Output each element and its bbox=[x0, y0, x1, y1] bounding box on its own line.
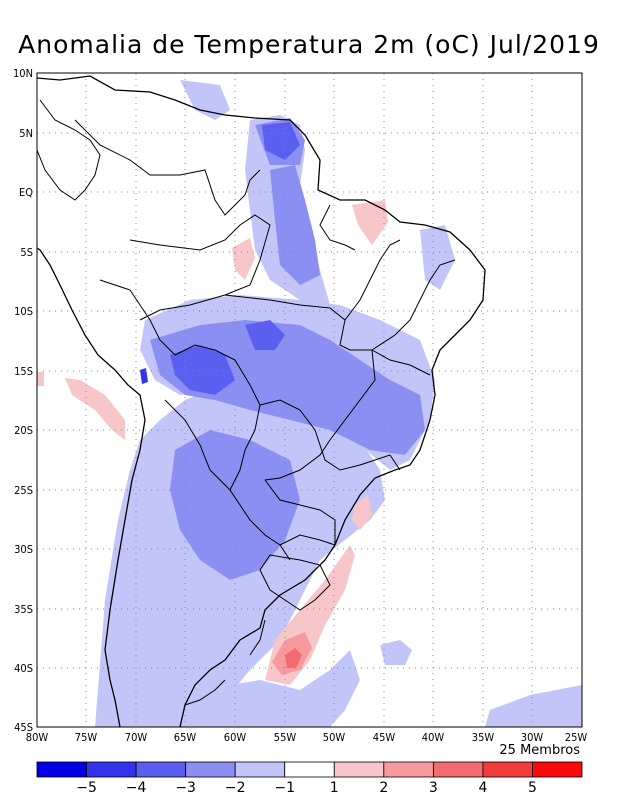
plot-border bbox=[36, 72, 583, 728]
anomaly-shading bbox=[37, 80, 582, 727]
cold-anomaly-strong-guianas bbox=[262, 122, 300, 160]
colorbar-swatch bbox=[532, 761, 583, 778]
lat-tick-label: 10N bbox=[13, 67, 33, 80]
lon-tick-label: 25W bbox=[565, 731, 588, 744]
colorbar-label: −5 bbox=[76, 780, 97, 796]
coastlines bbox=[37, 75, 486, 727]
warm-anomaly-se-coast bbox=[352, 495, 372, 530]
lon-tick-label: 70W bbox=[125, 731, 148, 744]
cold-anomaly-strong-andes bbox=[140, 368, 148, 384]
colorbar: −5 −4 −3 −2 −1 1 2 3 4 5 bbox=[36, 761, 583, 796]
country-borders bbox=[74, 119, 456, 706]
colorbar-label: 3 bbox=[429, 780, 438, 796]
map-title: Anomalia de Temperatura 2m (oC) Jul/2019 bbox=[18, 30, 600, 59]
colorbar-swatch bbox=[36, 761, 87, 778]
lon-tick-label: 40W bbox=[422, 731, 445, 744]
lat-tick-label: 45S bbox=[14, 721, 33, 734]
cold-anomaly-light-atlantic bbox=[380, 640, 412, 665]
south-america-coastline bbox=[37, 75, 486, 727]
lon-tick-label: 50W bbox=[323, 731, 346, 744]
warm-anomaly-amazon bbox=[232, 238, 255, 280]
lat-tick-label: 40S bbox=[14, 662, 33, 675]
lat-tick-label: 35S bbox=[14, 603, 33, 616]
lat-tick-label: EQ bbox=[19, 186, 33, 199]
colorbar-label: −1 bbox=[274, 780, 295, 796]
warm-anomaly-atlantic-peak bbox=[285, 648, 302, 668]
lat-tick-label: 30S bbox=[14, 543, 33, 556]
lat-axis: 10N 5N EQ 5S 10S 15S 20S 25S 30S 35S 40S… bbox=[13, 67, 33, 734]
lat-tick-label: 25S bbox=[14, 484, 33, 497]
colorbar-swatch bbox=[383, 761, 434, 778]
colorbar-swatch bbox=[234, 761, 286, 778]
lon-tick-label: 65W bbox=[174, 731, 197, 744]
colorbar-swatch bbox=[482, 761, 533, 778]
colorbar-swatch bbox=[135, 761, 187, 778]
lon-tick-label: 30W bbox=[521, 731, 544, 744]
warm-anomaly-pacific-coast bbox=[37, 372, 44, 386]
colorbar-label: 1 bbox=[330, 780, 339, 796]
colorbar-swatch bbox=[284, 761, 335, 778]
lon-tick-label: 60W bbox=[224, 731, 247, 744]
warm-anomaly-maranhao bbox=[352, 200, 388, 245]
lon-tick-label: 45W bbox=[373, 731, 396, 744]
colorbar-swatch bbox=[333, 761, 385, 778]
cold-anomaly-light-southeast bbox=[485, 685, 582, 727]
cold-anomaly-medium-north bbox=[270, 165, 320, 285]
colorbar-label: 4 bbox=[478, 780, 487, 796]
colorbar-label: 2 bbox=[379, 780, 388, 796]
colorbar-label: −2 bbox=[225, 780, 246, 796]
lon-tick-label: 35W bbox=[472, 731, 495, 744]
lat-tick-label: 10S bbox=[14, 305, 33, 318]
warm-anomaly-pacific bbox=[65, 378, 125, 440]
lon-axis: 80W 75W 70W 65W 60W 55W 50W 45W 40W 35W … bbox=[26, 731, 588, 744]
cold-anomaly-strong-mato-grosso bbox=[245, 320, 285, 350]
cold-anomaly-light-patagonia bbox=[180, 650, 360, 727]
colorbar-label: −4 bbox=[126, 780, 147, 796]
cold-anomaly-strong-bolivia bbox=[170, 345, 235, 395]
lat-tick-label: 20S bbox=[14, 424, 33, 437]
lon-tick-label: 80W bbox=[26, 731, 49, 744]
central-america-coast bbox=[37, 99, 101, 201]
cold-anomaly-light-amazon bbox=[180, 80, 230, 120]
colorbar-swatch bbox=[185, 761, 236, 778]
colorbar-swatch bbox=[432, 761, 484, 778]
cold-anomaly-light-ne bbox=[420, 225, 455, 290]
lat-tick-label: 15S bbox=[14, 365, 33, 378]
colorbar-swatch bbox=[86, 761, 137, 778]
lat-tick-label: 5S bbox=[20, 246, 33, 259]
lat-tick-label: 5N bbox=[19, 127, 33, 140]
members-label: 25 Membros bbox=[499, 743, 580, 758]
lon-tick-label: 55W bbox=[274, 731, 297, 744]
colorbar-label: 5 bbox=[528, 780, 537, 796]
grid-lines bbox=[37, 73, 582, 727]
colorbar-label: −3 bbox=[175, 780, 196, 796]
lon-tick-label: 75W bbox=[75, 731, 98, 744]
